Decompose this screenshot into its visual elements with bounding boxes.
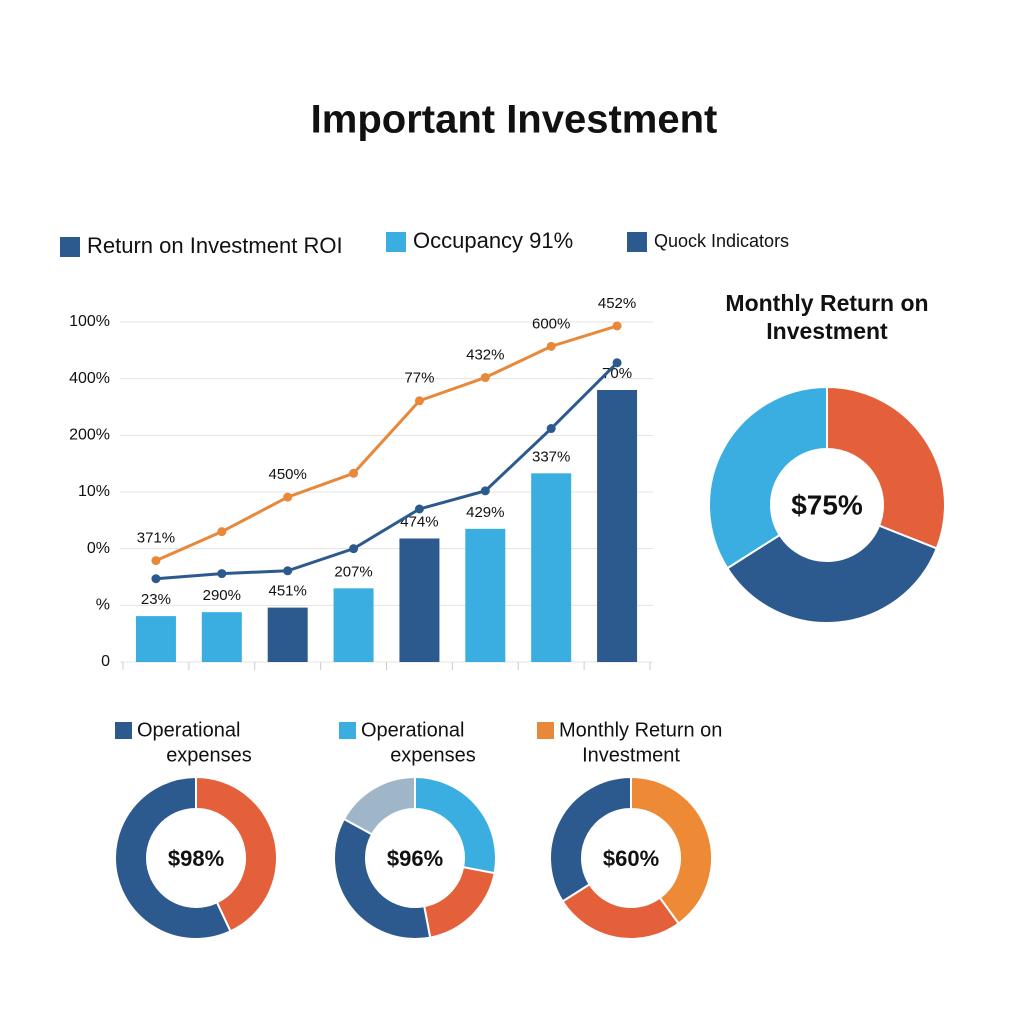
point-label: 452% [598,295,636,312]
donut-segment [708,385,828,570]
line-point [546,424,556,434]
bar-label: 451% [269,583,307,600]
line-point [612,321,622,331]
legend-swatch [60,237,80,257]
line-point [349,468,359,478]
point-label: 371% [137,530,175,547]
donut-center-label: $96% [387,846,443,871]
line-point [546,341,556,351]
bar [597,390,638,662]
bar-label: 337% [532,448,570,465]
donut-title: expenses [390,744,476,766]
donut-segment [826,385,946,550]
bar [399,538,440,662]
y-tick-label: 400% [69,370,110,387]
line-point [217,527,227,537]
donut-segment [549,775,632,903]
y-tick-label: 0% [87,540,110,557]
line-point [151,574,161,584]
line-point [217,569,227,579]
donut-title: Operational [137,719,240,741]
donut-center-label: $75% [791,489,863,520]
bar [135,616,176,662]
line-point [480,486,490,496]
line-point [283,566,293,576]
bar-label: 429% [466,504,504,521]
legend-swatch [537,722,554,739]
bar [531,473,572,662]
donut-title: Operational [361,719,464,741]
legend-swatch [115,722,132,739]
line-point [612,358,622,368]
point-label: 432% [466,347,504,364]
page-title: Important Investment [311,98,718,142]
line-point [151,556,161,566]
bar [201,612,242,662]
donut-segment [333,817,432,940]
bar-label: 23% [141,591,171,608]
point-label: 77% [404,370,434,387]
donut-title: Investment [766,318,888,344]
y-tick-label: % [96,597,110,614]
donut-center-label: $60% [603,846,659,871]
legend-label: Return on Investment ROI [87,233,343,258]
line-point [480,373,490,383]
donut-segment [725,524,939,624]
bar [333,588,374,662]
legend-swatch [627,232,647,252]
bar [267,607,308,662]
donut-segment [630,775,713,925]
point-label: 450% [269,466,307,483]
legend-swatch [339,722,356,739]
legend-label: Quock Indicators [654,231,789,251]
y-tick-label: 10% [78,483,110,500]
legend-label: Occupancy 91% [413,228,573,253]
line-point [414,504,424,514]
y-tick-label: 0 [101,653,110,670]
donut-segment [561,882,681,940]
line-point [414,396,424,406]
bar [465,528,506,662]
y-tick-label: 100% [69,313,110,330]
line-point [283,492,293,502]
donut-title: expenses [166,744,252,766]
donut-segment [342,775,416,836]
bar-label: 474% [400,513,438,530]
donut-title: Monthly Return on [725,290,928,316]
line [155,361,619,581]
line [155,324,618,562]
donut-segment [195,775,278,933]
bar-label: 207% [334,563,372,580]
donut-title: Investment [582,744,680,766]
donut-segment [414,775,497,875]
donut-center-label: $98% [168,846,224,871]
donut-segment [423,866,496,939]
y-tick-label: 200% [69,427,110,444]
donut-title: Monthly Return on [559,719,722,741]
bar-label: 290% [203,587,241,604]
line-point [349,544,359,554]
legend-swatch [386,232,406,252]
donut-segment [114,775,232,940]
point-label: 600% [532,315,570,332]
